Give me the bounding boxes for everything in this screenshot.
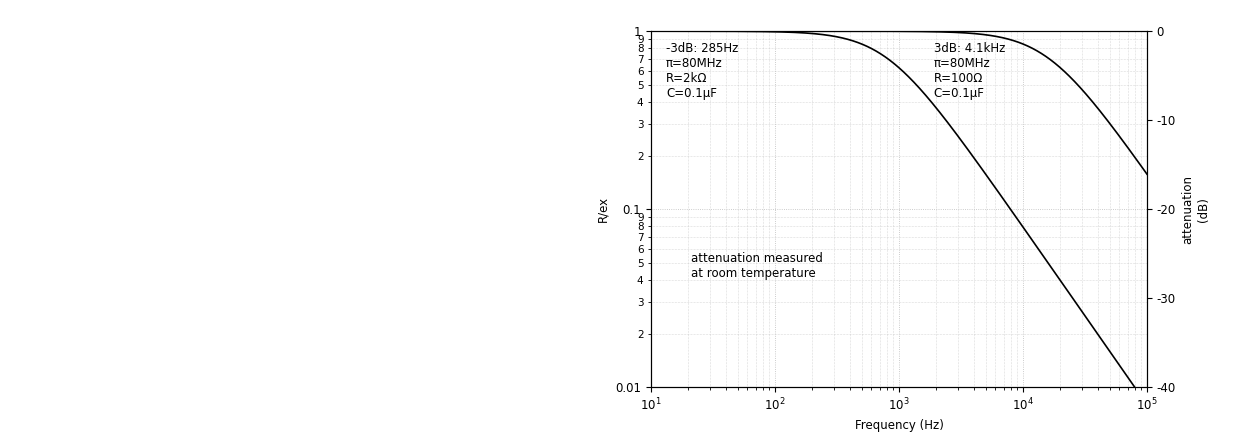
Y-axis label: attenuation
(dB): attenuation (dB) [1182, 174, 1209, 244]
X-axis label: Frequency (Hz): Frequency (Hz) [854, 419, 944, 432]
Text: attenuation measured
at room temperature: attenuation measured at room temperature [691, 252, 822, 280]
Text: -3dB: 285Hz
π=80MHz
R=2kΩ
C=0.1μF: -3dB: 285Hz π=80MHz R=2kΩ C=0.1μF [666, 42, 738, 100]
Y-axis label: R/ex: R/ex [596, 196, 610, 222]
Text: 3dB: 4.1kHz
π=80MHz
R=100Ω
C=0.1μF: 3dB: 4.1kHz π=80MHz R=100Ω C=0.1μF [934, 42, 1006, 100]
